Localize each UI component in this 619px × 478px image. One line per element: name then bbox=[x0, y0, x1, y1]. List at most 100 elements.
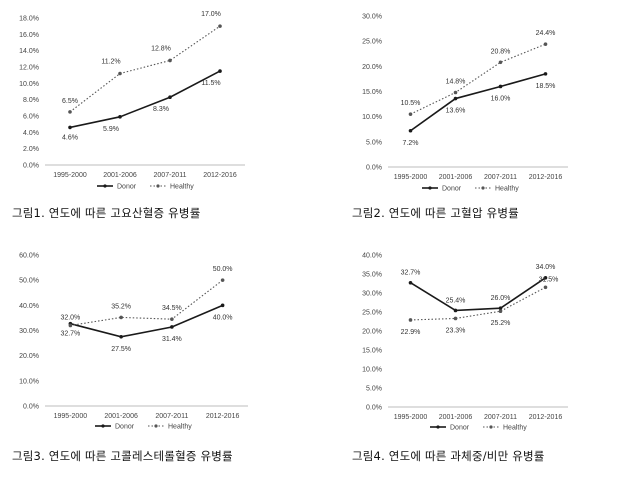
data-label-healthy: 35.2% bbox=[111, 303, 131, 310]
y-tick-label: 40.0% bbox=[362, 253, 382, 260]
y-tick-label: 18.0% bbox=[19, 16, 39, 23]
data-label-donor: 5.9% bbox=[103, 126, 119, 133]
y-tick-label: 25.0% bbox=[362, 39, 382, 46]
data-label-healthy: 12.8% bbox=[151, 45, 171, 52]
data-point-donor bbox=[453, 96, 458, 101]
data-label-donor: 34.0% bbox=[536, 264, 556, 271]
y-tick-label: 0.0% bbox=[23, 404, 39, 411]
data-point-donor bbox=[218, 69, 222, 73]
data-label-healthy: 11.2% bbox=[101, 59, 120, 66]
y-tick-label: 20.0% bbox=[19, 353, 39, 360]
data-label-healthy: 10.5% bbox=[401, 100, 421, 107]
x-tick-label: 2001-2006 bbox=[103, 172, 137, 179]
x-tick-label: 2001-2006 bbox=[439, 414, 473, 421]
chart-3-svg: 0.0% 10.0% 20.0% 30.0% 40.0% 50.0% 60.0% 1995-2… bbox=[19, 253, 248, 431]
y-tick-label: 20.0% bbox=[362, 64, 382, 71]
y-tick-label: 10.0% bbox=[362, 367, 382, 374]
chart-4-caption: 그림4. 연도에 따른 과체중/비만 유병률 bbox=[352, 449, 545, 463]
y-tick-label: 25.0% bbox=[362, 310, 382, 317]
data-point-healthy bbox=[543, 42, 548, 46]
legend-marker-healthy bbox=[489, 425, 493, 429]
y-tick-label: 6.0% bbox=[23, 114, 39, 121]
legend-marker-donor bbox=[101, 424, 105, 428]
data-point-donor bbox=[119, 334, 123, 339]
y-tick-label: 4.0% bbox=[23, 130, 39, 137]
legend-label-healthy: Healthy bbox=[503, 425, 527, 432]
y-tick-label: 5.0% bbox=[366, 386, 382, 393]
chart-2-svg: 0.0% 5.0% 10.0% 15.0% 20.0% 25.0% 30.0% 1995-20… bbox=[362, 14, 568, 193]
chart-1-caption: 그림1. 연도에 따른 고요산혈증 유병률 bbox=[12, 206, 201, 220]
x-tick-label: 2001-2006 bbox=[104, 413, 138, 420]
x-tick-label: 2007-2011 bbox=[154, 172, 187, 179]
chart-3-caption: 그림3. 연도에 따른 고콜레스테롤혈증 유병률 bbox=[12, 449, 233, 463]
data-label-healthy: 14.8% bbox=[446, 79, 466, 86]
x-tick-label: 2012-2016 bbox=[529, 414, 563, 421]
data-label-donor: 16.0% bbox=[491, 95, 511, 102]
chart-panel-3: 0.0% 10.0% 20.0% 30.0% 40.0% 50.0% 60.0% 1995-2… bbox=[0, 243, 300, 443]
x-tick-label: 2007-2011 bbox=[484, 174, 517, 181]
data-label-donor: 31.4% bbox=[162, 336, 182, 343]
data-label-donor: 4.6% bbox=[62, 134, 78, 141]
legend-label-donor: Donor bbox=[450, 425, 470, 432]
data-label-healthy: 17.0% bbox=[201, 11, 221, 18]
data-point-healthy bbox=[68, 110, 72, 114]
legend-label-healthy: Healthy bbox=[168, 424, 192, 431]
y-tick-label: 60.0% bbox=[19, 253, 39, 260]
data-point-donor bbox=[220, 303, 225, 308]
y-tick-label: 50.0% bbox=[19, 278, 39, 285]
chart-2-caption: 그림2. 연도에 따른 고혈압 유병률 bbox=[352, 206, 519, 220]
x-tick-label: 1995-2000 bbox=[53, 172, 87, 179]
legend: Donor Healthy bbox=[97, 184, 194, 191]
data-label-donor: 32.7% bbox=[60, 331, 80, 338]
legend-marker-healthy bbox=[154, 424, 158, 428]
x-tick-label: 2007-2011 bbox=[484, 414, 517, 421]
data-label-donor: 32.7% bbox=[401, 270, 421, 277]
legend: Donor Healthy bbox=[95, 424, 192, 431]
data-point-donor bbox=[498, 84, 503, 89]
data-label-donor: 26.0% bbox=[491, 295, 511, 302]
series-line-healthy bbox=[70, 279, 223, 327]
series-line-donor bbox=[70, 304, 223, 338]
y-tick-label: 30.0% bbox=[362, 14, 382, 21]
data-label-healthy: 31.5% bbox=[539, 276, 559, 283]
data-label-donor: 7.2% bbox=[403, 140, 419, 147]
y-tick-label: 0.0% bbox=[366, 165, 382, 172]
x-tick-label: 2012-2016 bbox=[206, 413, 240, 420]
y-tick-label: 40.0% bbox=[19, 303, 39, 310]
y-tick-label: 30.0% bbox=[362, 291, 382, 298]
legend-marker-donor bbox=[428, 186, 432, 190]
legend-label-healthy: Healthy bbox=[170, 184, 194, 191]
y-tick-label: 15.0% bbox=[362, 89, 382, 96]
legend-marker-donor bbox=[103, 184, 107, 188]
y-tick-label: 8.0% bbox=[23, 97, 39, 104]
data-point-donor bbox=[498, 306, 503, 310]
data-point-healthy bbox=[543, 285, 548, 290]
data-point-donor bbox=[170, 325, 174, 329]
y-tick-label: 16.0% bbox=[19, 32, 39, 39]
legend-label-donor: Donor bbox=[117, 184, 137, 191]
data-label-healthy: 25.2% bbox=[491, 320, 511, 327]
y-tick-label: 15.0% bbox=[362, 348, 382, 355]
x-tick-label: 1995-2000 bbox=[394, 414, 428, 421]
data-label-donor: 11.5% bbox=[201, 80, 220, 87]
y-tick-label: 0.0% bbox=[23, 163, 39, 170]
chart-panel-2: 0.0% 5.0% 10.0% 15.0% 20.0% 25.0% 30.0% 1995-20… bbox=[340, 0, 619, 200]
data-point-healthy bbox=[118, 71, 122, 76]
x-tick-label: 2001-2006 bbox=[439, 174, 473, 181]
y-tick-label: 14.0% bbox=[19, 48, 39, 55]
y-tick-label: 35.0% bbox=[362, 272, 382, 279]
y-tick-label: 2.0% bbox=[23, 146, 39, 153]
chart-4-svg: 0.0% 5.0% 10.0% 15.0% 20.0% 25.0% 30.0% 35.0% 40… bbox=[362, 253, 568, 432]
data-label-healthy: 23.3% bbox=[446, 327, 466, 334]
y-tick-label: 0.0% bbox=[366, 405, 382, 412]
x-tick-label: 2012-2016 bbox=[529, 174, 563, 181]
legend-marker-donor bbox=[436, 425, 440, 429]
data-label-donor: 13.6% bbox=[446, 108, 466, 115]
data-point-donor bbox=[453, 308, 458, 313]
legend: Donor Healthy bbox=[422, 186, 519, 193]
data-label-donor: 27.5% bbox=[111, 346, 131, 353]
data-point-healthy bbox=[408, 318, 413, 322]
legend-label-donor: Donor bbox=[442, 186, 462, 193]
series-line-healthy bbox=[410, 43, 546, 115]
data-label-healthy: 20.8% bbox=[491, 48, 511, 55]
